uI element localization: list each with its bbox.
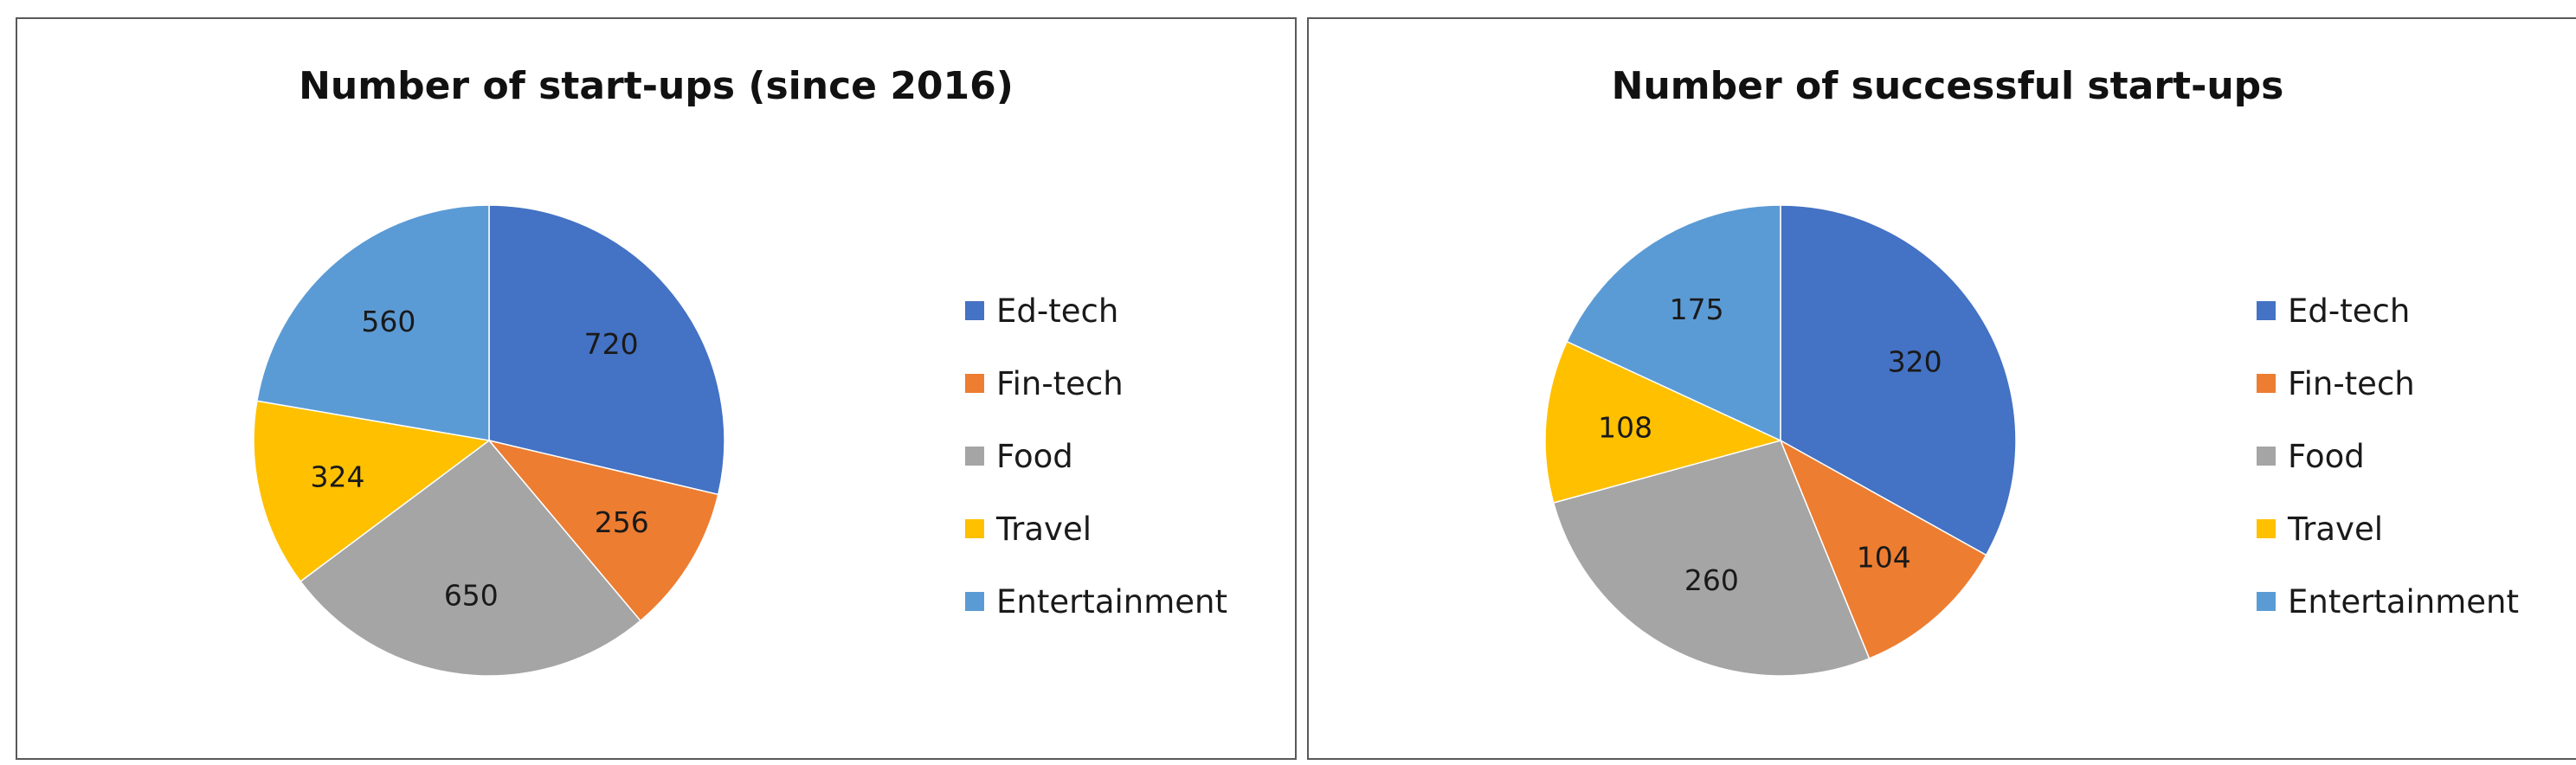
legend-label: Food	[2288, 437, 2365, 475]
pie-chart: 320 104 260 108 175	[1544, 204, 2017, 677]
legend-label: Ed-tech	[996, 292, 1119, 330]
legend-label: Travel	[996, 510, 1092, 548]
pie-slice-fin-tech	[1779, 439, 1987, 659]
legend-item-travel: Travel	[2257, 492, 2519, 565]
legend: Ed-tech Fin-tech Food Travel Entertainment	[2257, 274, 2519, 638]
pie-slice-travel	[1544, 340, 1783, 504]
legend-swatch	[965, 592, 984, 611]
legend-swatch	[965, 374, 984, 393]
legend-swatch	[2257, 519, 2276, 538]
pie-slice-food	[1552, 440, 1871, 677]
pie-slice-entertainment	[1566, 204, 1781, 442]
data-label-ed-tech: 720	[584, 327, 639, 361]
chart-title: Number of start-ups (since 2016)	[299, 64, 1014, 108]
legend-item-ed-tech: Ed-tech	[2257, 274, 2519, 347]
pie-slice-fin-tech	[486, 439, 719, 622]
chart-panel-start-ups: Number of start-ups (since 2016) 720 256 6…	[16, 17, 1297, 760]
pie-slice-entertainment	[256, 204, 490, 441]
legend-swatch	[2257, 592, 2276, 611]
legend-label: Entertainment	[2288, 582, 2519, 620]
legend-item-entertainment: Entertainment	[965, 565, 1227, 638]
data-label-food: 650	[444, 578, 499, 612]
data-label-entertainment: 175	[1670, 292, 1724, 326]
pie-slice-travel	[253, 400, 491, 582]
pie-chart: 720 256 650 324 560	[253, 204, 725, 677]
data-label-travel: 108	[1598, 411, 1652, 445]
legend-label: Fin-tech	[996, 364, 1124, 402]
legend-swatch	[2257, 374, 2276, 393]
legend-label: Ed-tech	[2288, 292, 2411, 330]
data-label-travel: 324	[311, 460, 365, 494]
legend-item-food: Food	[2257, 420, 2519, 492]
pie-slice-food	[299, 439, 641, 677]
legend-swatch	[965, 519, 984, 538]
data-label-fin-tech: 104	[1857, 540, 1911, 574]
legend-item-fin-tech: Fin-tech	[2257, 347, 2519, 420]
legend-swatch	[2257, 447, 2276, 466]
pie-slice-ed-tech	[488, 204, 725, 496]
legend-item-fin-tech: Fin-tech	[965, 347, 1227, 420]
legend-label: Entertainment	[996, 582, 1227, 620]
data-label-entertainment: 560	[361, 305, 415, 338]
legend-item-food: Food	[965, 420, 1227, 492]
pie-slice-ed-tech	[1780, 204, 2017, 556]
legend-label: Fin-tech	[2288, 364, 2415, 402]
legend: Ed-tech Fin-tech Food Travel Entertainment	[965, 274, 1227, 638]
legend-label: Food	[996, 437, 1073, 475]
data-label-food: 260	[1684, 563, 1739, 597]
legend-label: Travel	[2288, 510, 2383, 548]
legend-item-travel: Travel	[965, 492, 1227, 565]
legend-swatch	[2257, 301, 2276, 320]
legend-swatch	[965, 301, 984, 320]
legend-item-ed-tech: Ed-tech	[965, 274, 1227, 347]
chart-panel-successful-start-ups: Number of successful start-ups 320 104 260…	[1307, 17, 2576, 760]
legend-swatch	[965, 447, 984, 466]
data-label-ed-tech: 320	[1888, 344, 1942, 378]
chart-title: Number of successful start-ups	[1611, 64, 2284, 108]
legend-item-entertainment: Entertainment	[2257, 565, 2519, 638]
data-label-fin-tech: 256	[595, 505, 649, 539]
